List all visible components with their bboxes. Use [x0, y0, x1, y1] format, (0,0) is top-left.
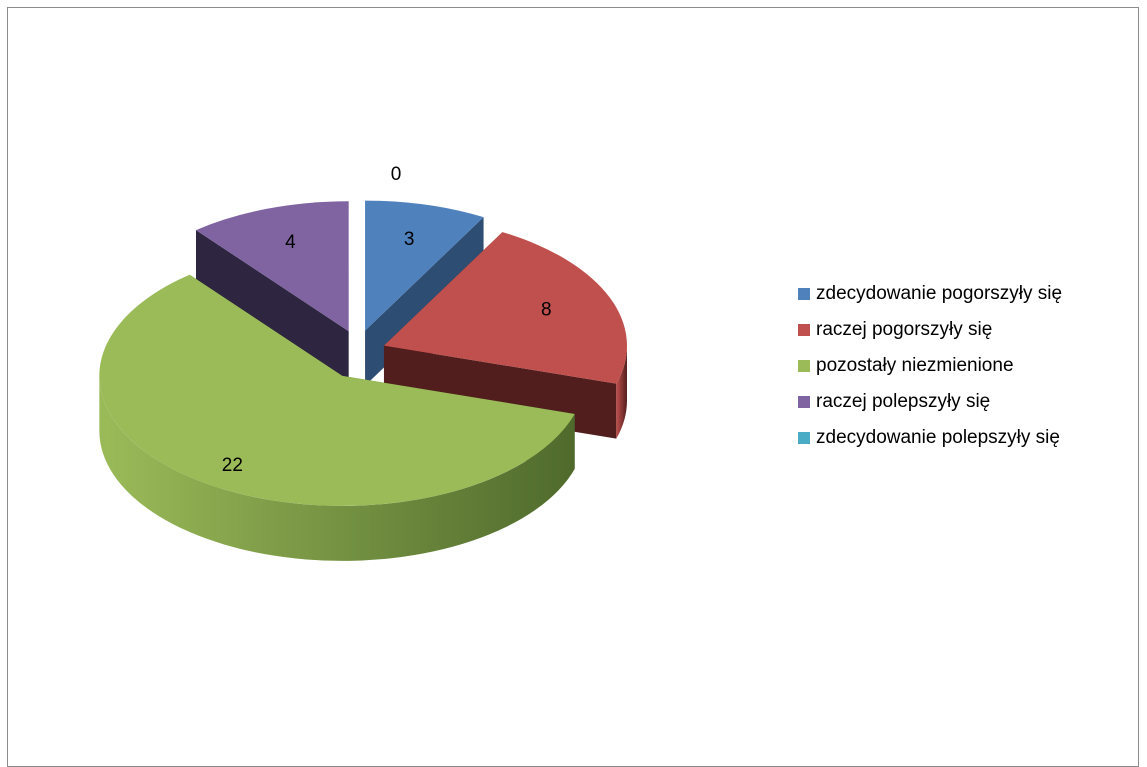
legend-swatch — [798, 432, 810, 444]
legend-swatch — [798, 396, 810, 408]
legend-swatch — [798, 288, 810, 300]
legend-item-pozostaly-niezmienione: pozostały niezmienione — [798, 348, 1062, 384]
pie-tops — [99, 200, 627, 506]
slice-wall-pozostaly-niezmienione — [99, 375, 575, 561]
legend-label: raczej polepszyły się — [816, 391, 991, 412]
legend-item-zdecydowanie-polepszyly: zdecydowanie polepszyły się — [798, 420, 1062, 456]
slice-raczej-pogorszyly — [383, 232, 627, 384]
legend-item-raczej-pogorszyly: raczej pogorszyły się — [798, 312, 1062, 348]
legend-item-zdecydowanie-pogorszyly: zdecydowanie pogorszyły się — [798, 276, 1062, 312]
slice-zdecydowanie-pogorszyly — [365, 200, 484, 331]
data-label-zdecydowanie-pogorszyly: 3 — [404, 229, 415, 250]
pie-labels: 3 8 22 4 0 — [222, 164, 552, 476]
legend: zdecydowanie pogorszyły się raczej pogor… — [798, 276, 1062, 456]
legend-swatch — [798, 324, 810, 336]
data-label-zdecydowanie-polepszyly: 0 — [391, 164, 402, 185]
slice-wall-raczej-pogorszyly — [616, 345, 627, 439]
legend-label: pozostały niezmienione — [816, 355, 1014, 376]
legend-label: zdecydowanie pogorszyły się — [816, 283, 1063, 304]
slice-pozostaly-niezmienione — [99, 274, 575, 506]
legend-label: raczej pogorszyły się — [816, 319, 993, 340]
slice-raczej-polepszyly — [196, 201, 349, 332]
legend-label: zdecydowanie polepszyły się — [816, 427, 1060, 448]
data-label-raczej-pogorszyly: 8 — [541, 300, 552, 321]
data-label-raczej-polepszyly: 4 — [285, 232, 296, 253]
legend-item-raczej-polepszyly: raczej polepszyły się — [798, 384, 1062, 420]
slice-side-raczej-polepszyly — [196, 230, 349, 387]
data-label-pozostaly-niezmienione: 22 — [222, 455, 243, 476]
legend-swatch — [798, 360, 810, 372]
